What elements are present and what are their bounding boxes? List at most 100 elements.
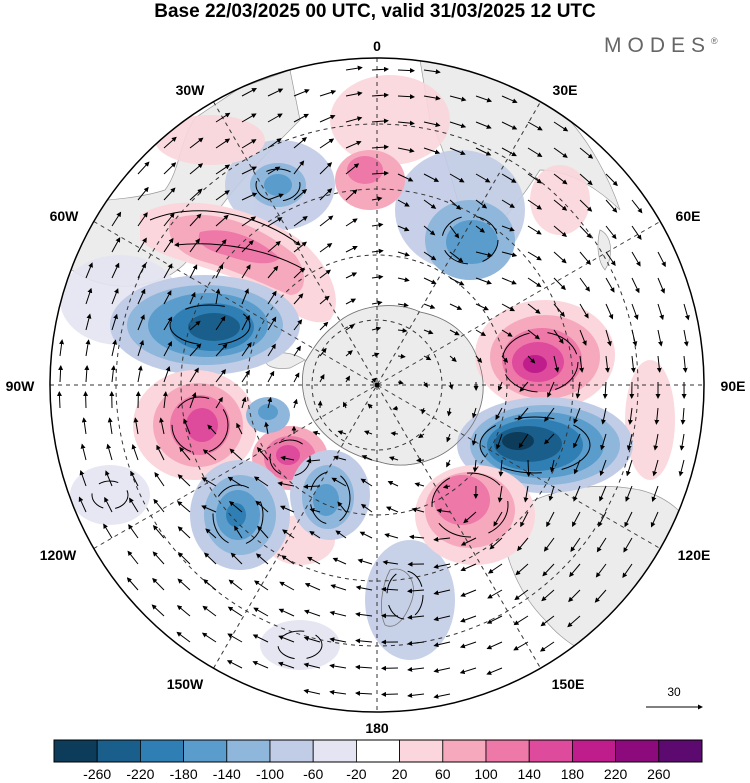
wind-arrow <box>85 313 92 331</box>
wind-arrow <box>501 225 515 232</box>
wind-arrow <box>446 433 451 443</box>
wind-arrow <box>304 583 321 591</box>
wind-arrow <box>163 187 176 201</box>
lon-label-120e: 120E <box>678 547 711 563</box>
wind-arrow <box>475 121 492 129</box>
wind-arrow <box>127 550 139 565</box>
wind-arrow <box>177 500 191 513</box>
lon-label-60w: 60W <box>50 208 80 224</box>
wind-arrow <box>293 319 303 331</box>
wind-arrow <box>423 121 441 128</box>
wind-arrow <box>442 484 451 489</box>
wind-arrow <box>215 343 228 357</box>
wind-arrow <box>570 537 581 553</box>
wind-arrow <box>459 641 477 649</box>
wind-arrow <box>384 533 399 539</box>
wind-arrow <box>605 199 618 213</box>
anomaly-pos-west <box>133 370 257 480</box>
wind-arrow <box>215 288 221 305</box>
wind-arrow <box>520 511 529 528</box>
wind-arrow <box>227 606 243 617</box>
wind-arrow <box>104 496 113 513</box>
wind-arrow <box>319 269 331 279</box>
wind-arrow <box>651 485 659 503</box>
wind-arrow <box>293 89 310 97</box>
wind-arrow <box>527 251 542 261</box>
wind-arrow <box>241 113 257 123</box>
wind-arrow <box>449 225 460 239</box>
wind-arrow <box>423 251 437 261</box>
wind-arrow <box>137 161 150 175</box>
wind-arrow <box>371 248 384 254</box>
anomaly-neg-upper <box>264 174 292 196</box>
wind-arrow <box>433 693 451 699</box>
wind-arrow <box>626 433 633 451</box>
wind-arrow <box>382 559 399 565</box>
wind-arrow <box>416 457 425 463</box>
wind-arrow <box>176 605 191 617</box>
wind-arrow <box>319 162 333 175</box>
wind-arrow <box>203 552 217 565</box>
anomaly-pos-faint <box>330 75 450 165</box>
wind-arrow <box>293 267 305 279</box>
wind-arrow <box>460 589 477 597</box>
wind-arrow <box>162 391 168 409</box>
colorbar-tick-label: -60 <box>303 766 323 782</box>
colorbar-swatch <box>399 739 444 763</box>
meridian-line <box>213 101 541 669</box>
wind-arrow <box>527 225 542 235</box>
wind-arrow <box>498 459 504 477</box>
wind-arrow <box>163 341 172 357</box>
wind-arrow <box>267 370 275 383</box>
wind-arrow <box>544 433 555 445</box>
anomaly-neg-southwest <box>190 460 290 570</box>
wind-arrow <box>228 579 243 591</box>
wind-arrow <box>475 251 493 258</box>
wind-arrow <box>449 329 460 336</box>
wind-arrow <box>475 303 489 311</box>
swirl <box>501 331 579 393</box>
coastlines <box>301 305 484 627</box>
wind-arrow <box>303 662 321 669</box>
colorbar-tick-label: 20 <box>392 766 408 782</box>
wind-arrow <box>189 264 198 279</box>
lon-label-30w: 30W <box>176 82 206 98</box>
colorbar-frame <box>53 739 703 763</box>
wind-arrow <box>475 225 486 233</box>
wind-arrow <box>111 262 120 279</box>
meridian-line <box>213 101 541 669</box>
madagascar <box>597 229 611 271</box>
wind-arrow <box>345 91 363 97</box>
wind-arrow <box>449 251 464 263</box>
wind-arrow <box>252 660 269 669</box>
wind-arrow <box>599 459 607 477</box>
wind-arrow <box>337 501 347 513</box>
wind-arrow <box>407 640 425 646</box>
wind-arrow <box>103 523 113 539</box>
wind-arrow <box>449 173 465 183</box>
swirl <box>431 472 509 538</box>
colorbar-swatch <box>226 739 271 763</box>
wind-arrow <box>226 660 243 669</box>
wind-arrow <box>657 251 666 268</box>
colorbar-tick-label: 260 <box>647 766 671 782</box>
wind-arrow <box>371 92 389 98</box>
swirl <box>479 416 591 474</box>
wind-arrow <box>177 552 191 565</box>
wind-arrow <box>544 407 555 422</box>
wind-arrow <box>163 212 175 227</box>
wind-arrow <box>293 160 305 175</box>
wind-arrow <box>355 585 373 591</box>
wind-arrow <box>83 391 89 409</box>
wind-arrow <box>128 524 139 539</box>
swirl <box>91 480 129 510</box>
wind-arrow <box>501 329 513 337</box>
wind-arrow <box>201 505 217 513</box>
colorbar-tick-label: 220 <box>604 766 628 782</box>
wind-arrow <box>253 580 269 591</box>
wind-arrow <box>156 444 165 461</box>
wind-arrow <box>397 94 415 100</box>
wind-arrow <box>176 631 191 643</box>
wind-arrow <box>650 511 659 528</box>
wind-arrow <box>449 95 467 102</box>
